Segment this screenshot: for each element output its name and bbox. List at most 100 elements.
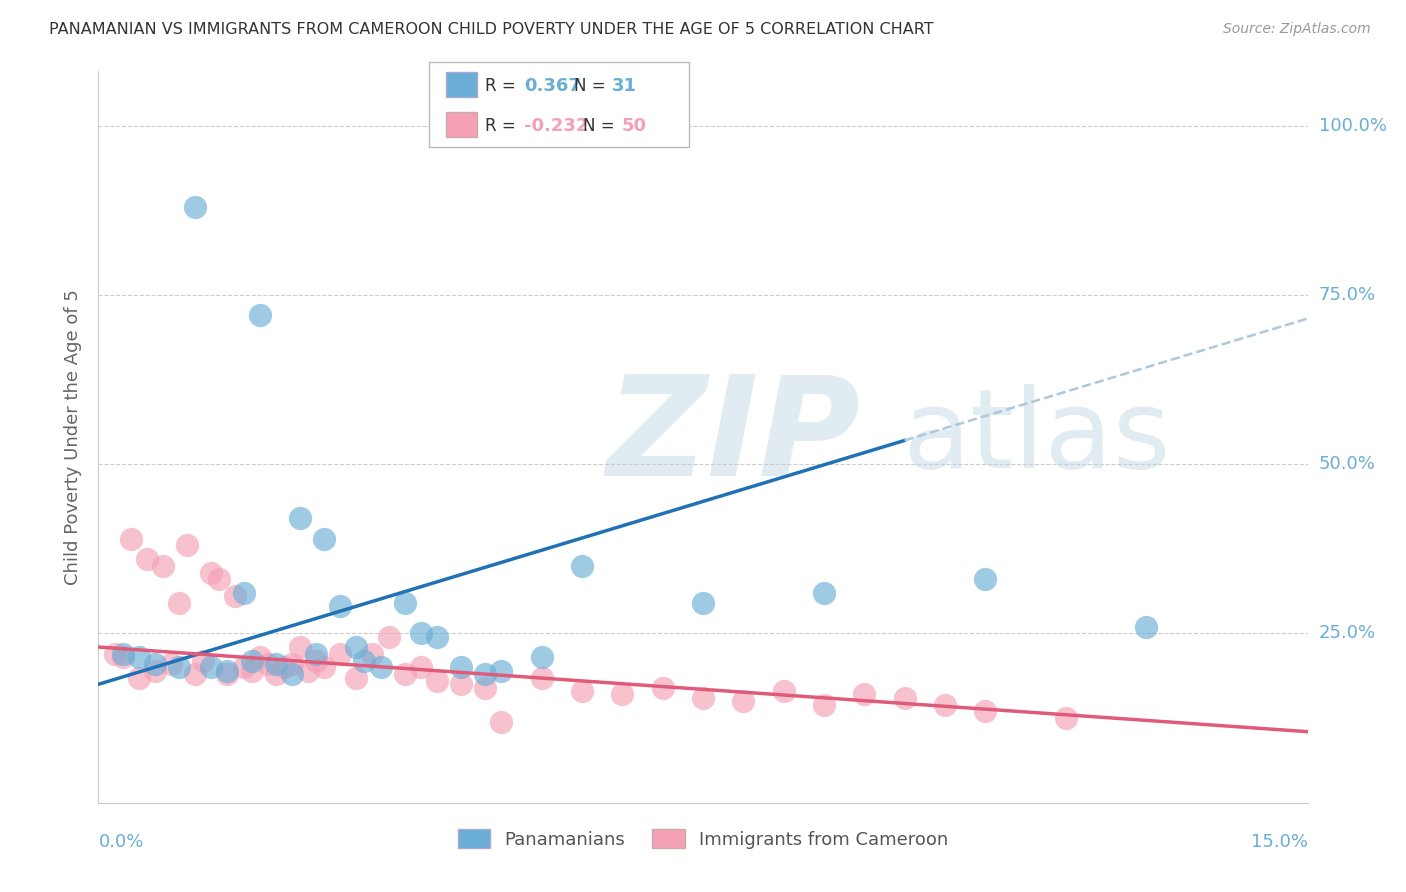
Point bbox=[934, 698, 956, 712]
Point bbox=[128, 650, 150, 665]
Text: 25.0%: 25.0% bbox=[1319, 624, 1376, 642]
Point bbox=[167, 596, 190, 610]
Point bbox=[370, 660, 392, 674]
Point bbox=[240, 664, 263, 678]
Point bbox=[692, 690, 714, 705]
Point bbox=[184, 667, 207, 681]
Point bbox=[409, 660, 432, 674]
Text: R =: R = bbox=[485, 117, 522, 135]
Point bbox=[232, 586, 254, 600]
Point bbox=[530, 671, 553, 685]
Point bbox=[893, 690, 915, 705]
Point bbox=[176, 538, 198, 552]
Point bbox=[813, 586, 835, 600]
Point bbox=[224, 589, 246, 603]
Point bbox=[853, 688, 876, 702]
Point bbox=[297, 664, 319, 678]
Point bbox=[240, 654, 263, 668]
Text: -0.232: -0.232 bbox=[524, 117, 589, 135]
Point bbox=[474, 667, 496, 681]
Point bbox=[974, 705, 997, 719]
Point bbox=[111, 647, 134, 661]
Point bbox=[733, 694, 755, 708]
Point bbox=[120, 532, 142, 546]
Point bbox=[394, 667, 416, 681]
Point bbox=[128, 671, 150, 685]
Point bbox=[772, 684, 794, 698]
Point bbox=[111, 650, 134, 665]
Point bbox=[249, 650, 271, 665]
Point bbox=[344, 640, 367, 654]
Point bbox=[377, 630, 399, 644]
Point bbox=[571, 684, 593, 698]
Point bbox=[264, 667, 287, 681]
Point bbox=[450, 660, 472, 674]
Point bbox=[217, 664, 239, 678]
Point bbox=[344, 671, 367, 685]
Text: 0.0%: 0.0% bbox=[98, 833, 143, 851]
Point bbox=[426, 673, 449, 688]
Point bbox=[273, 660, 295, 674]
Point bbox=[143, 657, 166, 671]
Text: 50.0%: 50.0% bbox=[1319, 455, 1375, 473]
Point bbox=[1135, 620, 1157, 634]
Point bbox=[184, 200, 207, 214]
Point bbox=[571, 558, 593, 573]
Point bbox=[491, 714, 513, 729]
Text: 100.0%: 100.0% bbox=[1319, 117, 1386, 135]
Point bbox=[426, 630, 449, 644]
Point bbox=[217, 667, 239, 681]
Point bbox=[249, 308, 271, 322]
Point bbox=[264, 657, 287, 671]
Point bbox=[305, 654, 328, 668]
Text: N =: N = bbox=[583, 117, 620, 135]
Text: ZIP: ZIP bbox=[606, 369, 860, 505]
Point bbox=[1054, 711, 1077, 725]
Point bbox=[329, 647, 352, 661]
Point bbox=[314, 532, 336, 546]
Text: 75.0%: 75.0% bbox=[1319, 285, 1376, 304]
Text: 31: 31 bbox=[612, 78, 637, 95]
Text: Source: ZipAtlas.com: Source: ZipAtlas.com bbox=[1223, 22, 1371, 37]
Point bbox=[135, 552, 157, 566]
Point bbox=[450, 677, 472, 691]
Legend: Panamanians, Immigrants from Cameroon: Panamanians, Immigrants from Cameroon bbox=[450, 822, 956, 856]
Point bbox=[232, 660, 254, 674]
Text: 50: 50 bbox=[621, 117, 647, 135]
Point bbox=[208, 572, 231, 586]
Point bbox=[160, 657, 183, 671]
Point bbox=[143, 664, 166, 678]
Text: R =: R = bbox=[485, 78, 522, 95]
Point bbox=[813, 698, 835, 712]
Point bbox=[167, 660, 190, 674]
Point bbox=[409, 626, 432, 640]
Point bbox=[152, 558, 174, 573]
Point bbox=[474, 681, 496, 695]
Point bbox=[491, 664, 513, 678]
Point bbox=[329, 599, 352, 614]
Text: N =: N = bbox=[574, 78, 610, 95]
Y-axis label: Child Poverty Under the Age of 5: Child Poverty Under the Age of 5 bbox=[63, 289, 82, 585]
Point bbox=[692, 596, 714, 610]
Point bbox=[256, 657, 278, 671]
Point bbox=[193, 654, 215, 668]
Point bbox=[200, 566, 222, 580]
Point bbox=[314, 660, 336, 674]
Point bbox=[353, 654, 375, 668]
Text: PANAMANIAN VS IMMIGRANTS FROM CAMEROON CHILD POVERTY UNDER THE AGE OF 5 CORRELAT: PANAMANIAN VS IMMIGRANTS FROM CAMEROON C… bbox=[49, 22, 934, 37]
Text: 0.367: 0.367 bbox=[524, 78, 581, 95]
Point bbox=[612, 688, 634, 702]
Point bbox=[974, 572, 997, 586]
Point bbox=[361, 647, 384, 661]
Point bbox=[103, 647, 125, 661]
Point bbox=[288, 511, 311, 525]
Point bbox=[394, 596, 416, 610]
Text: 15.0%: 15.0% bbox=[1250, 833, 1308, 851]
Point bbox=[305, 647, 328, 661]
Point bbox=[281, 657, 304, 671]
Text: atlas: atlas bbox=[903, 384, 1171, 491]
Point bbox=[200, 660, 222, 674]
Point bbox=[530, 650, 553, 665]
Point bbox=[281, 667, 304, 681]
Point bbox=[288, 640, 311, 654]
